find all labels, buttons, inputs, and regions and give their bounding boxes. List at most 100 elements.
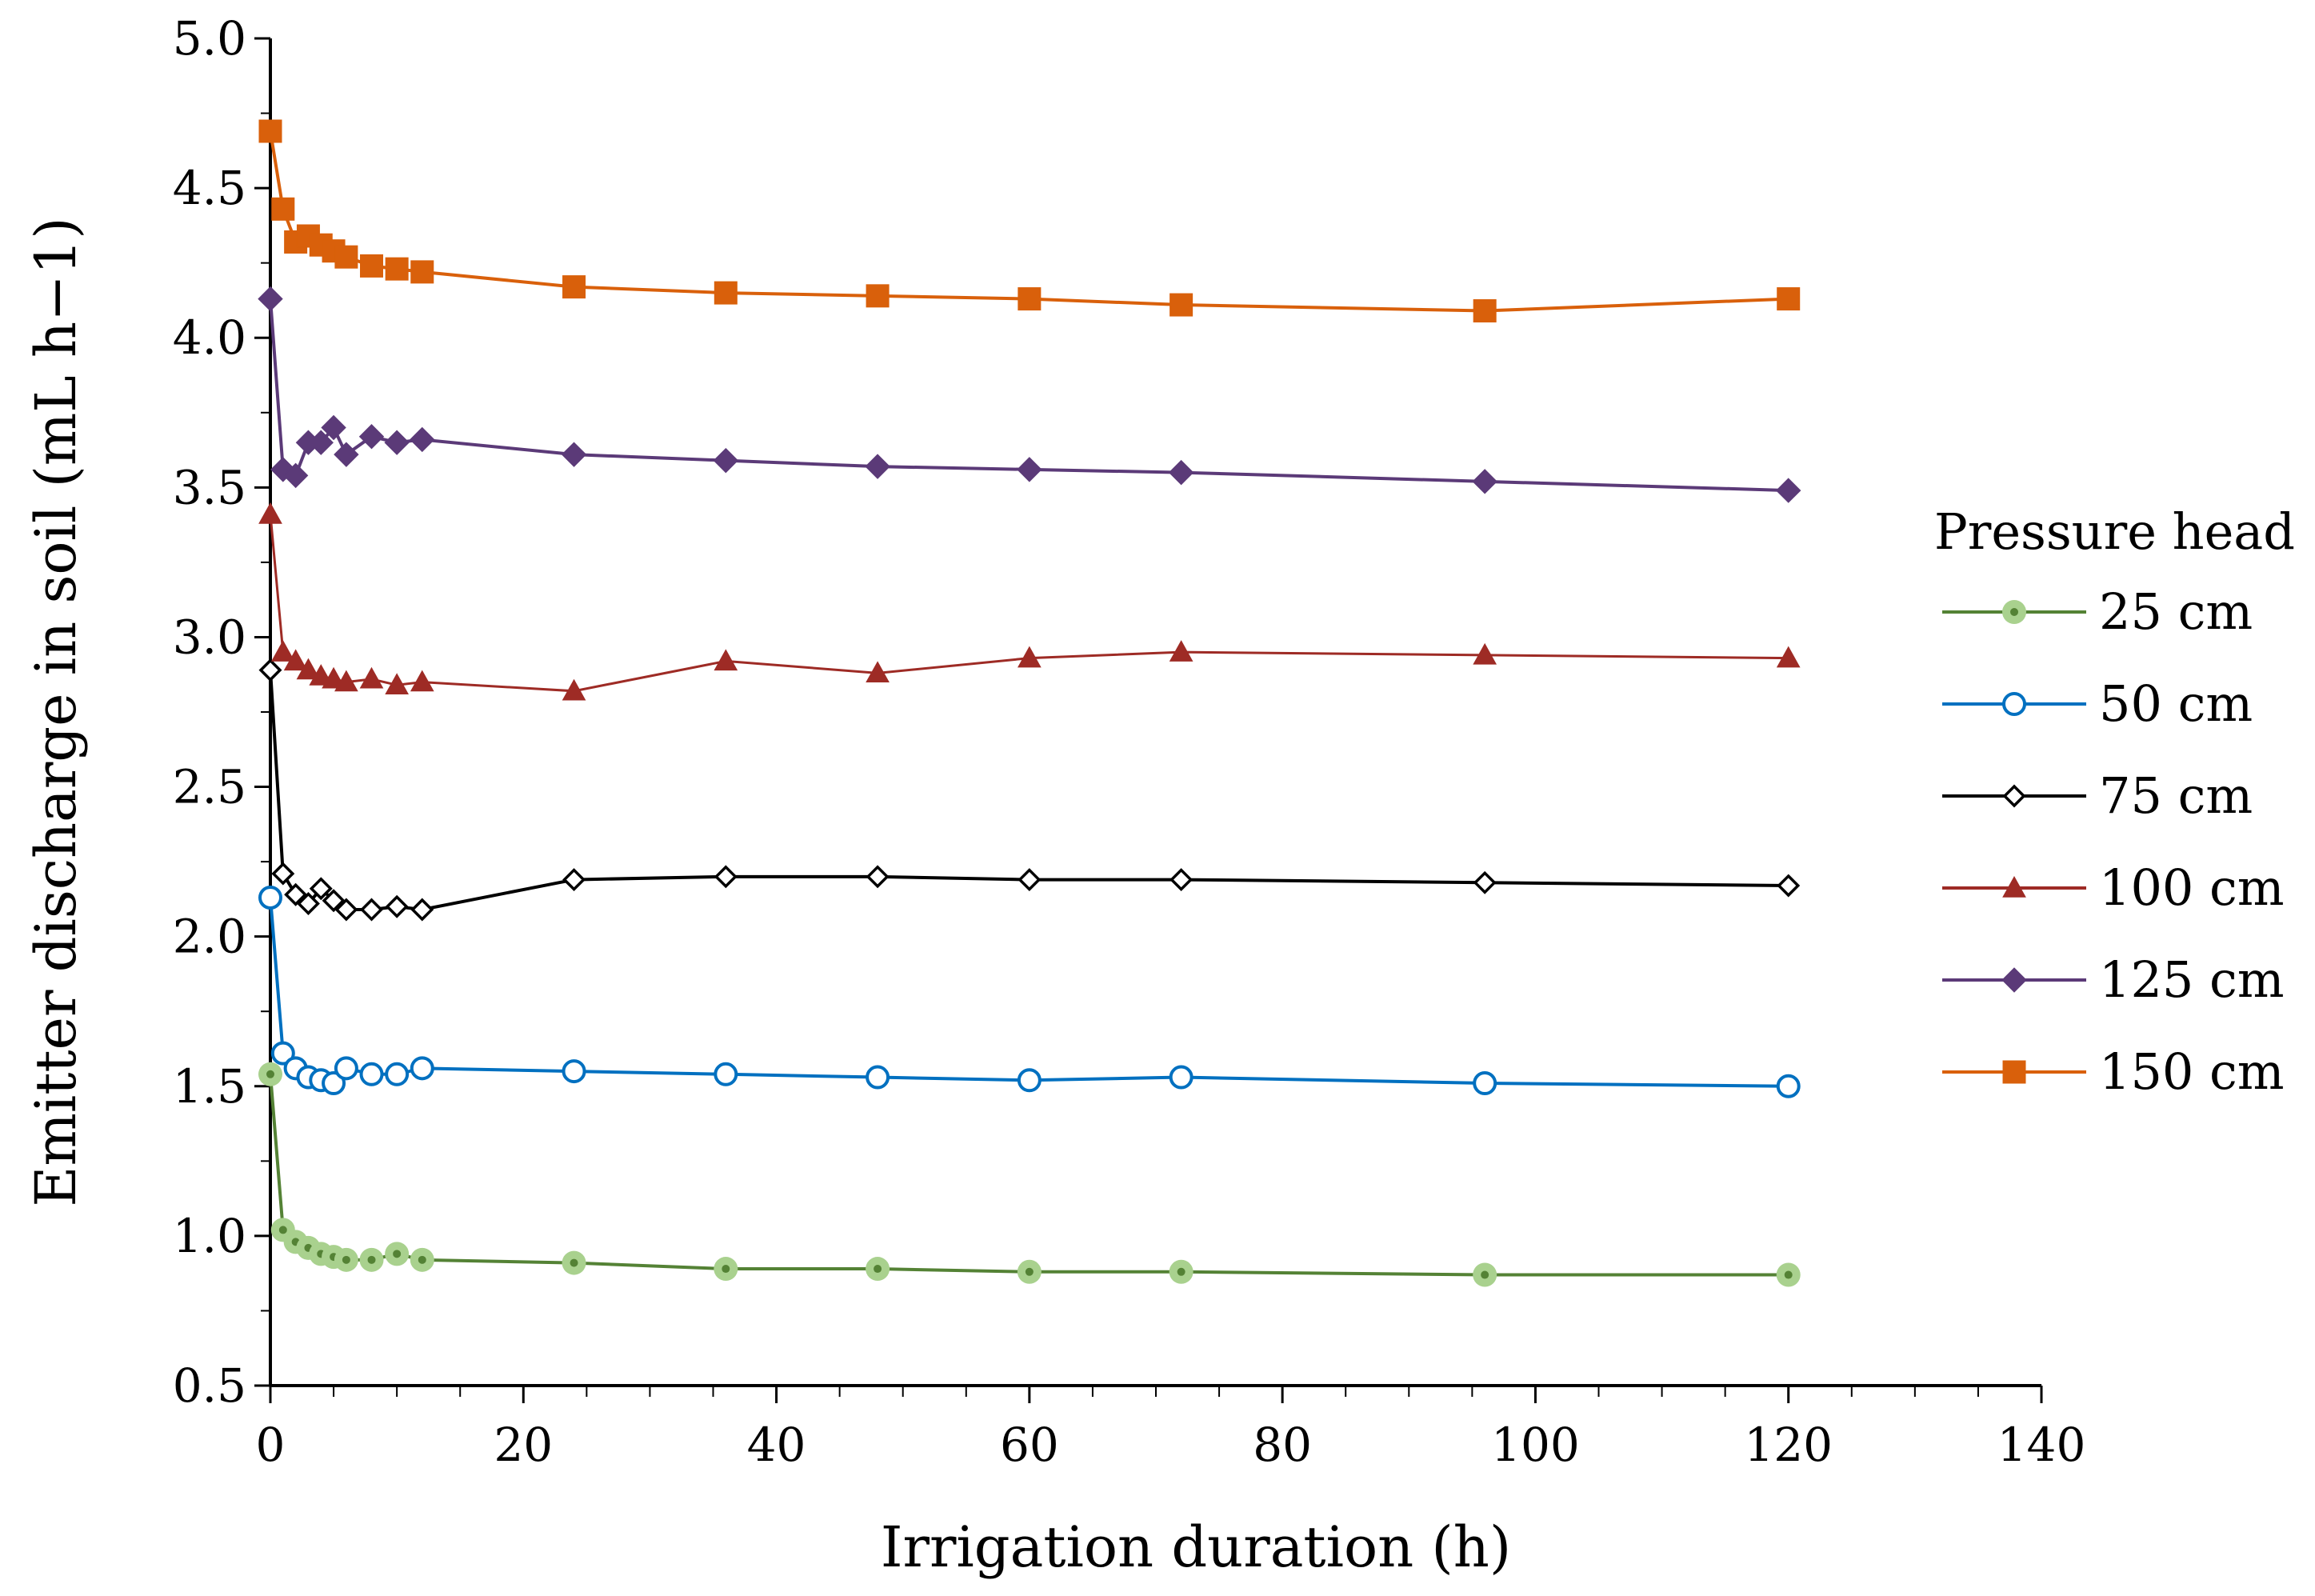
- data-point: [1776, 478, 1801, 503]
- y-tick-label: 1.0: [173, 1209, 246, 1263]
- y-tick-label: 2.0: [173, 910, 246, 964]
- data-point: [284, 882, 308, 906]
- series-75-cm: [258, 658, 1801, 922]
- data-point: [258, 119, 282, 143]
- data-point-center: [418, 1255, 426, 1264]
- series-50-cm: [258, 886, 1801, 1098]
- y-tick-label: 4.0: [173, 310, 246, 365]
- data-point: [270, 1041, 295, 1066]
- legend-label: 25 cm: [2099, 582, 2253, 641]
- data-point: [562, 868, 586, 892]
- x-tick-label: 140: [1997, 1418, 2086, 1472]
- legend-item: 50 cm: [1942, 674, 2253, 733]
- data-point: [359, 666, 384, 689]
- data-point: [296, 658, 321, 680]
- data-point: [334, 1056, 358, 1081]
- data-point: [334, 442, 359, 467]
- data-point: [714, 865, 738, 889]
- data-point: [1169, 868, 1193, 892]
- y-axis-ticks: 0.5 1.0 1.5 2.0 2.5 3.0 3.5 4.0 4.5 5.0: [173, 11, 270, 1413]
- data-point: [283, 649, 308, 671]
- data-point: [1473, 870, 1497, 894]
- legend-item: 25 cm: [1942, 582, 2253, 641]
- data-point: [384, 430, 410, 455]
- y-tick-label: 1.5: [173, 1059, 246, 1114]
- data-point: [385, 257, 409, 281]
- series-150-cm: [258, 119, 1801, 323]
- data-point: [322, 889, 346, 913]
- x-tick-label: 20: [494, 1418, 553, 1472]
- data-point-center: [2010, 608, 2018, 616]
- data-point: [282, 462, 309, 489]
- y-tick-label: 5.0: [173, 11, 246, 66]
- data-point: [1018, 646, 1042, 668]
- data-point-center: [367, 1255, 376, 1264]
- data-point: [1169, 1065, 1193, 1090]
- data-point-center: [1481, 1270, 1489, 1279]
- data-point-center: [1784, 1270, 1793, 1279]
- axes: 0.5 1.0 1.5 2.0 2.5 3.0 3.5 4.0 4.5 5.0 0 20 40 60 80…: [173, 11, 2086, 1472]
- legend-items: 25 cm 50 cm 75 cm 100 cm 125 cm 150 cm: [1942, 582, 2285, 1101]
- data-point-center: [1025, 1267, 1034, 1276]
- series-line: [269, 130, 1789, 313]
- data-point: [2002, 784, 2026, 808]
- data-point: [410, 898, 434, 922]
- data-point: [410, 260, 434, 284]
- x-tick-label: 120: [1744, 1418, 1833, 1472]
- data-point: [1169, 640, 1193, 662]
- legend-item: 100 cm: [1942, 858, 2285, 917]
- data-point: [334, 898, 358, 922]
- data-point: [1473, 642, 1497, 665]
- data-point-center: [342, 1255, 350, 1264]
- legend-item: 75 cm: [1942, 766, 2253, 825]
- data-point: [385, 1062, 410, 1086]
- data-point: [322, 1071, 346, 1096]
- data-point: [309, 877, 333, 901]
- data-point: [561, 442, 587, 467]
- data-point: [866, 661, 890, 683]
- data-point: [1472, 469, 1497, 494]
- y-tick-label: 4.5: [173, 161, 246, 215]
- data-point: [258, 502, 282, 524]
- data-point: [334, 245, 358, 269]
- data-point: [866, 284, 890, 308]
- legend: Pressure head 25 cm 50 cm 75 cm 100 cm 125 c…: [1934, 502, 2295, 1101]
- data-point: [1018, 287, 1042, 311]
- legend-item: 150 cm: [1942, 1042, 2285, 1101]
- y-tick-label: 3.5: [173, 460, 246, 514]
- x-tick-label: 0: [256, 1418, 286, 1472]
- data-point: [714, 649, 738, 671]
- series-125-cm: [258, 286, 1801, 503]
- data-point: [865, 454, 890, 479]
- series-layer: [258, 119, 1801, 1287]
- data-point: [1017, 457, 1042, 482]
- data-point: [358, 424, 385, 450]
- x-tick-label: 40: [747, 1418, 806, 1472]
- data-point: [321, 414, 346, 441]
- data-point: [270, 640, 295, 662]
- x-tick-label: 60: [1000, 1418, 1059, 1472]
- data-point-center: [1177, 1267, 1185, 1276]
- data-point: [1777, 874, 1801, 898]
- data-point-center: [722, 1265, 730, 1274]
- legend-title: Pressure head: [1934, 502, 2295, 561]
- y-axis-title: Emitter discharge in soil (mL h−1): [23, 217, 89, 1206]
- data-point: [296, 892, 320, 915]
- data-point: [360, 898, 383, 922]
- x-tick-label: 100: [1491, 1418, 1580, 1472]
- data-point: [1168, 459, 1194, 486]
- data-point: [866, 865, 890, 889]
- data-point: [2002, 1060, 2026, 1084]
- data-point: [1777, 287, 1801, 311]
- data-point: [562, 275, 586, 299]
- data-point: [713, 447, 739, 474]
- legend-label: 75 cm: [2099, 766, 2253, 825]
- data-point: [2001, 967, 2027, 993]
- series-100-cm: [258, 502, 1801, 701]
- legend-item: 125 cm: [1942, 950, 2285, 1009]
- series-line: [269, 1074, 1789, 1277]
- data-point: [562, 678, 586, 701]
- data-point: [562, 1059, 586, 1084]
- x-axis-ticks: 0 20 40 60 80 100 120 140: [256, 1386, 2086, 1472]
